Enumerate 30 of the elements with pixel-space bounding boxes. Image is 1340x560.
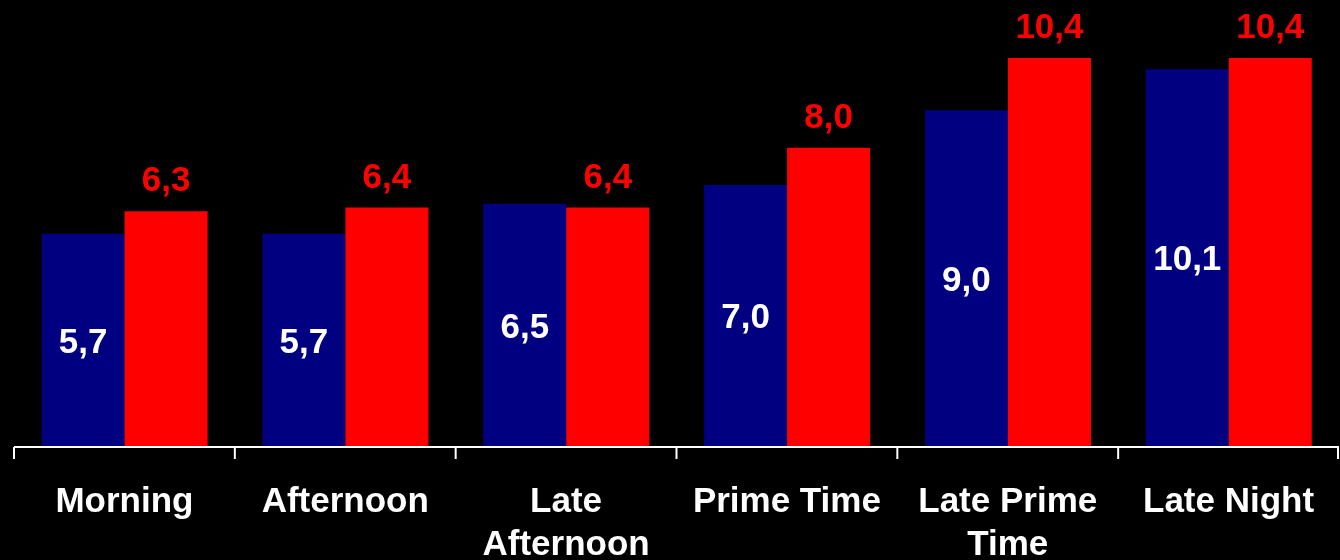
bar (787, 147, 871, 447)
data-label: 5,7 (279, 320, 329, 360)
data-label: 7,0 (721, 296, 770, 336)
data-label: 9,0 (942, 259, 991, 299)
data-label: 8,0 (804, 95, 853, 135)
data-label: 10,4 (1236, 5, 1305, 45)
bar (1145, 69, 1229, 447)
x-tick-label: Late Prime Time (918, 480, 1098, 560)
bar (1228, 57, 1312, 447)
x-tick-label: Afternoon (261, 480, 429, 519)
data-label: 5,7 (58, 320, 108, 360)
bar (262, 233, 346, 447)
x-tick-label: Late Night (1143, 480, 1315, 519)
data-label: 10,1 (1153, 238, 1222, 278)
data-label: 10,4 (1015, 5, 1085, 45)
bar (924, 110, 1008, 447)
bar (124, 211, 208, 447)
bar (345, 207, 429, 447)
data-label: 6,4 (362, 155, 412, 195)
data-label: 6,4 (583, 155, 633, 195)
bar (704, 185, 788, 447)
bar (483, 203, 567, 447)
x-tick-label: Morning (55, 480, 194, 519)
x-tick-label: Late Afternoon (482, 480, 650, 560)
bar (1007, 57, 1091, 447)
bar (566, 207, 650, 447)
x-tick-label: Prime Time (692, 480, 881, 519)
data-label: 6,3 (141, 159, 191, 199)
bar (41, 233, 125, 447)
data-label: 6,5 (500, 305, 550, 345)
